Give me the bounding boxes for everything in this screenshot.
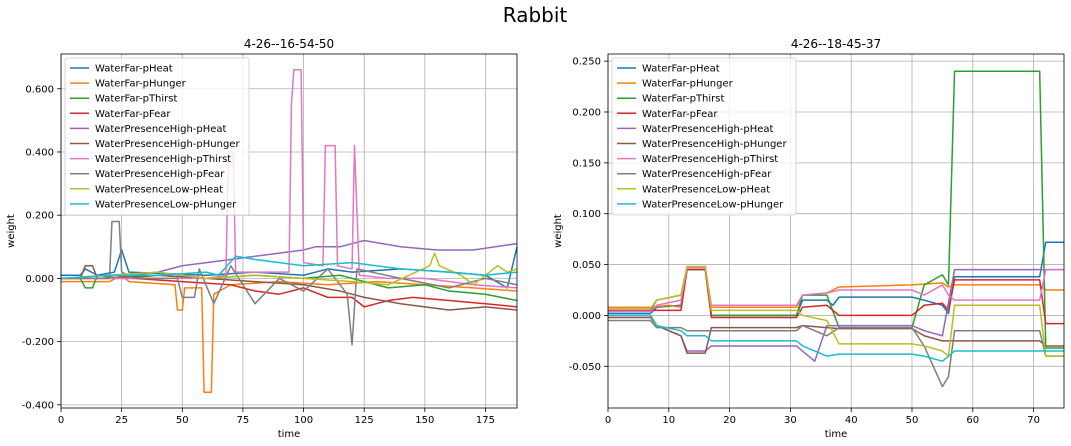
chart-title: 4-26--18-45-37 — [791, 37, 881, 51]
x-axis-label: time — [825, 429, 848, 440]
y-tick-label: 0.600 — [25, 84, 54, 95]
y-tick-label: -0.400 — [22, 400, 54, 411]
legend-entry-8: WaterPresenceHigh-pFear — [642, 169, 772, 180]
legend-entry-7: WaterPresenceHigh-pThirst — [95, 154, 231, 165]
legend-box — [611, 57, 797, 216]
legend-entry-3: WaterFar-pThirst — [642, 94, 724, 105]
legend-entry-7: WaterPresenceHigh-pThirst — [642, 154, 778, 165]
series-line-8 — [608, 319, 1064, 388]
legend-entry-4: WaterFar-pFear — [95, 109, 171, 120]
axes-frame — [60, 53, 518, 409]
legend-entry-1: WaterFar-pHeat — [95, 64, 173, 75]
legend-entry-3: WaterFar-pThirst — [95, 94, 177, 105]
series-line-7 — [608, 266, 1064, 313]
series-line-1 — [608, 241, 1064, 317]
x-tick-label: 40 — [845, 415, 858, 426]
x-tick-label: 0 — [605, 415, 611, 426]
y-axis-label: weight — [6, 214, 17, 248]
x-tick-label: 60 — [966, 415, 979, 426]
legend-entry-5: WaterPresenceHigh-pHeat — [642, 124, 774, 135]
legend: WaterFar-pHeat WaterFar-pHunger WaterFar-p… — [611, 57, 797, 216]
x-tick-label: 150 — [415, 415, 434, 426]
x-tick-label: 50 — [906, 415, 919, 426]
x-tick-label: 20 — [723, 415, 736, 426]
legend-entry-10: WaterPresenceLow-pHunger — [642, 199, 784, 210]
y-tick-label: 0.000 — [25, 274, 54, 285]
x-tick-label: 75 — [237, 415, 250, 426]
y-tick-label: 0.150 — [572, 158, 601, 169]
y-tick-label: 0.100 — [572, 209, 601, 220]
figure-suptitle: Rabbit — [503, 3, 568, 27]
right-chart: 0 10 20 30 40 50 60 70 -0.050 0.000 0.050 0.100 0.15… — [553, 37, 1065, 440]
series-line-6 — [61, 265, 517, 311]
legend-entry-1: WaterFar-pHeat — [642, 64, 720, 75]
x-tick-label: 25 — [115, 415, 128, 426]
x-tick-label: 0 — [58, 415, 64, 426]
series-line-8 — [61, 220, 517, 346]
x-axis-label: time — [278, 429, 301, 440]
y-tick-label: 0.200 — [25, 211, 54, 222]
y-tick-label: 0.250 — [572, 57, 601, 68]
y-tick-label: -0.050 — [569, 362, 601, 373]
x-tick-label: 70 — [1027, 415, 1040, 426]
x-tick-label: 100 — [294, 415, 313, 426]
legend-entry-10: WaterPresenceLow-pHunger — [95, 199, 237, 210]
series-line-4 — [61, 277, 517, 308]
series-line-9 — [608, 265, 1064, 357]
x-tick-label: 10 — [662, 415, 675, 426]
series-line-6 — [608, 316, 1064, 354]
legend-box — [64, 57, 250, 216]
legend-entry-8: WaterPresenceHigh-pFear — [95, 169, 225, 180]
legend: WaterFar-pHeat WaterFar-pHunger WaterFar-p… — [64, 57, 250, 216]
series-line-2 — [61, 274, 517, 393]
legend-entry-6: WaterPresenceHigh-pHunger — [642, 139, 787, 150]
chart-title: 4-26--16-54-50 — [244, 37, 334, 51]
x-tick-label: 175 — [476, 415, 495, 426]
x-tick-label: 125 — [355, 415, 374, 426]
left-chart: 0 25 50 75 100 125 150 175 -0.400 -0.200 0.000 0.20… — [6, 37, 518, 440]
legend-entry-4: WaterFar-pFear — [642, 109, 718, 120]
y-axis-label: weight — [553, 214, 564, 248]
series-lines — [608, 70, 1064, 388]
legend-entry-2: WaterFar-pHunger — [642, 79, 734, 90]
series-line-10 — [608, 314, 1064, 362]
legend-entry-6: WaterPresenceHigh-pHunger — [95, 139, 240, 150]
axes-frame — [607, 53, 1065, 409]
y-tick-label: -0.200 — [22, 337, 54, 348]
legend-entry-5: WaterPresenceHigh-pHeat — [95, 124, 227, 135]
x-tick-label: 30 — [784, 415, 797, 426]
legend-entry-9: WaterPresenceLow-pHeat — [95, 184, 223, 195]
y-tick-label: 0.000 — [572, 311, 601, 322]
y-tick-label: 0.400 — [25, 147, 54, 158]
y-tick-label: 0.200 — [572, 107, 601, 118]
legend-entry-2: WaterFar-pHunger — [95, 79, 187, 90]
series-line-10 — [61, 255, 517, 280]
y-tick-label: 0.050 — [572, 260, 601, 271]
x-tick-label: 50 — [176, 415, 189, 426]
legend-entry-9: WaterPresenceLow-pHeat — [642, 184, 770, 195]
